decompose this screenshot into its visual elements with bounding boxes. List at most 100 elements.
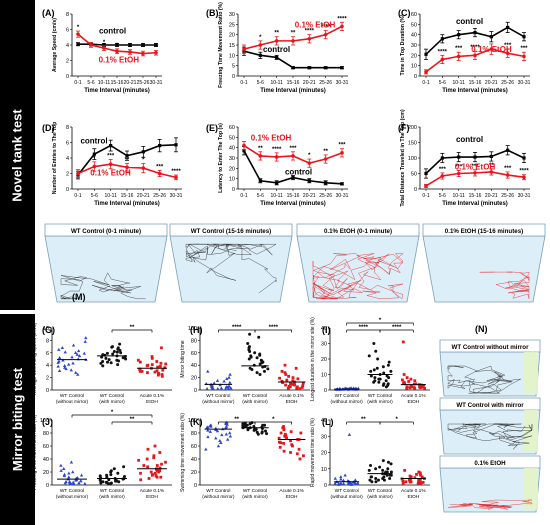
data-point <box>145 364 149 368</box>
data-point <box>289 430 293 434</box>
data-point <box>295 386 299 390</box>
y-tick-label: 8 <box>66 125 69 131</box>
data-point <box>278 376 282 380</box>
data-point <box>265 432 269 436</box>
y-tick-label: 4 <box>66 156 69 162</box>
series-label: control <box>263 45 290 54</box>
y-tick-label: 5 <box>232 64 235 70</box>
section-label-novel-tank: Novel tank test <box>0 0 35 310</box>
panel-label: (H) <box>190 325 203 335</box>
y-tick-label: 0 <box>66 74 69 80</box>
data-point <box>150 356 154 360</box>
significance-stars: **** <box>337 16 347 22</box>
data-point <box>522 35 526 39</box>
data-point <box>138 368 142 371</box>
y-tick-label: 0 <box>66 187 69 193</box>
data-point <box>473 31 477 35</box>
y-tick-label: 10 <box>321 467 327 473</box>
data-point <box>161 368 165 372</box>
data-point <box>522 54 526 59</box>
significance-stars: *** <box>455 164 463 170</box>
data-point <box>257 335 261 339</box>
group-label: Acute 0.1% <box>279 488 304 494</box>
data-point <box>102 43 106 47</box>
data-point <box>252 425 256 428</box>
data-point <box>107 478 111 482</box>
data-point <box>337 481 341 485</box>
data-point <box>299 431 303 435</box>
data-point <box>522 175 526 180</box>
data-point <box>104 356 108 360</box>
panel-label: (F) <box>398 123 410 133</box>
data-point <box>227 384 231 388</box>
data-point <box>419 473 423 477</box>
significance-stars: * <box>116 43 119 49</box>
data-point <box>248 350 252 354</box>
data-point <box>159 475 163 479</box>
data-point <box>258 53 262 57</box>
data-point <box>63 365 67 369</box>
tank-n1: WT Control without mirror <box>439 339 541 397</box>
data-point <box>401 479 405 483</box>
data-point <box>227 375 231 379</box>
data-point <box>82 351 86 355</box>
data-point <box>141 43 145 47</box>
data-point <box>155 469 159 473</box>
data-point <box>278 445 282 449</box>
data-point <box>117 480 121 484</box>
data-point <box>289 439 292 443</box>
data-point <box>92 152 96 156</box>
y-tick-label: 4 <box>46 363 49 369</box>
data-point <box>112 467 116 471</box>
y-tick-label: 80 <box>191 338 197 344</box>
x-tick-label: 30-31 <box>336 80 349 86</box>
data-point <box>156 365 160 369</box>
y-tick-label: 40 <box>43 457 49 463</box>
y-tick-label: 2 <box>46 376 49 382</box>
data-point <box>225 377 229 381</box>
x-tick-label: 10-11 <box>104 193 117 199</box>
tank-water <box>422 235 546 303</box>
data-point <box>387 376 391 380</box>
significance-stars: * <box>77 25 80 31</box>
data-point <box>228 431 232 435</box>
data-point <box>79 473 84 477</box>
y-tick-label: 50 <box>411 22 417 28</box>
y-tick-label: 100 <box>408 156 417 162</box>
data-point <box>389 462 393 466</box>
x-tick-label: 0-1 <box>240 80 247 86</box>
significance-stars: **** <box>321 25 331 31</box>
y-axis-title: Latency to Enter The Top (s) <box>218 123 224 193</box>
significance-stars: **** <box>171 169 181 175</box>
data-point <box>155 360 159 363</box>
data-point <box>62 364 67 368</box>
data-point <box>255 356 259 360</box>
data-point <box>385 473 389 477</box>
data-point <box>152 454 156 458</box>
significance-stars: ** <box>291 31 296 37</box>
significance-stars: ** <box>258 146 263 152</box>
y-axis-title: Rapid movement time ratio (%) <box>310 418 316 487</box>
x-tick-label: 10-11 <box>270 193 283 199</box>
significance-stars: *** <box>455 46 463 52</box>
data-point <box>125 165 129 170</box>
group-label: (with mirror) <box>367 399 393 405</box>
y-axis-title: Freezing Time Movement Ratio (%) <box>218 2 224 88</box>
data-point <box>300 386 304 389</box>
data-point <box>99 481 103 485</box>
data-point <box>473 155 477 159</box>
y-tick-label: 30 <box>321 342 327 348</box>
data-point <box>205 386 209 390</box>
data-point <box>147 477 151 480</box>
y-tick-label: 40 <box>411 33 417 39</box>
data-point <box>260 359 264 363</box>
x-tick-label: 20-21 <box>124 80 137 86</box>
y-tick-label: 20 <box>229 166 235 172</box>
data-point <box>489 170 494 174</box>
data-point <box>324 66 328 70</box>
data-point <box>247 346 251 350</box>
x-tick-label: 15-16 <box>111 80 124 86</box>
data-point <box>223 387 228 391</box>
significance-stars: * <box>142 157 145 163</box>
y-tick-label: 25 <box>229 22 235 28</box>
